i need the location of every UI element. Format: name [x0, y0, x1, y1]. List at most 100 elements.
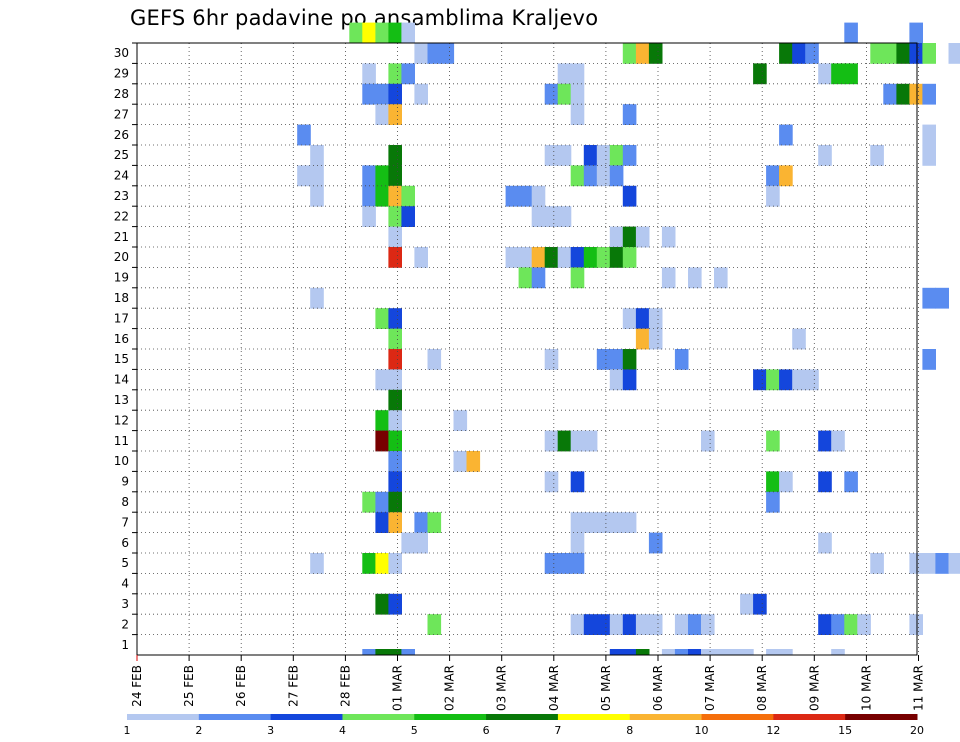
- heatmap-cells: [297, 22, 960, 656]
- heatmap-cell: [453, 410, 468, 431]
- y-tick-label: 7: [121, 515, 129, 529]
- heatmap-cell: [596, 247, 611, 268]
- heatmap-cell: [570, 165, 585, 187]
- heatmap-cell: [531, 185, 546, 207]
- heatmap-cell: [570, 553, 585, 574]
- heatmap-cell: [766, 185, 780, 207]
- heatmap-cell: [766, 491, 780, 513]
- heatmap-cell: [414, 43, 428, 64]
- heatmap-cell: [922, 349, 936, 370]
- heatmap-cell: [375, 165, 389, 187]
- heatmap-cell: [388, 165, 402, 187]
- heatmap-cell: [310, 553, 324, 574]
- heatmap-cell: [401, 649, 415, 656]
- heatmap-cell: [805, 43, 819, 64]
- heatmap-cell: [362, 649, 376, 656]
- heatmap-cell: [388, 185, 402, 207]
- colorbar-swatch: [701, 714, 774, 720]
- heatmap-cell: [609, 226, 624, 248]
- heatmap-cell: [310, 145, 324, 166]
- heatmap-cell: [375, 22, 389, 44]
- heatmap-cell: [648, 614, 663, 635]
- heatmap-cell: [831, 430, 845, 452]
- heatmap-cell: [596, 165, 611, 187]
- colorbar-label: 10: [695, 724, 709, 737]
- heatmap-cell: [922, 287, 936, 309]
- heatmap-cell: [792, 369, 806, 391]
- colorbar-swatch: [342, 714, 415, 720]
- heatmap-cell: [388, 512, 402, 533]
- heatmap-cell: [766, 369, 780, 391]
- heatmap-cell: [648, 532, 663, 554]
- heatmap-cell: [570, 247, 585, 268]
- heatmap-cell: [414, 83, 428, 105]
- heatmap-cell: [362, 206, 376, 227]
- colorbar-label: 2: [195, 724, 202, 737]
- heatmap-cell: [622, 104, 637, 125]
- heatmap-cell: [388, 226, 402, 248]
- heatmap-cell: [844, 614, 858, 635]
- y-tick-label: 28: [114, 87, 129, 101]
- heatmap-cell: [427, 349, 442, 370]
- heatmap-cell: [688, 649, 702, 656]
- heatmap-cell: [362, 491, 376, 513]
- heatmap-cell: [779, 124, 793, 146]
- y-tick-label: 9: [121, 475, 129, 489]
- heatmap-cell: [688, 267, 702, 289]
- heatmap-cell: [622, 649, 637, 656]
- heatmap-cell: [505, 247, 520, 268]
- heatmap-cell: [505, 185, 520, 207]
- colorbar-label: 20: [910, 724, 924, 737]
- y-tick-label: 29: [114, 67, 129, 81]
- heatmap-cell: [362, 22, 376, 44]
- colorbar-swatch: [486, 714, 559, 720]
- x-tick-label: 06 MAR: [651, 665, 665, 711]
- heatmap-cell: [661, 226, 676, 248]
- heatmap-cell: [648, 328, 663, 350]
- heatmap-cell: [740, 593, 754, 615]
- heatmap-cell: [544, 430, 559, 452]
- x-tick-label: 05 MAR: [599, 665, 613, 711]
- heatmap-cell: [375, 553, 389, 574]
- heatmap-cell: [661, 649, 676, 656]
- heatmap-cell: [922, 124, 936, 146]
- heatmap-cell: [948, 43, 960, 64]
- heatmap-cell: [779, 369, 793, 391]
- heatmap-cell: [609, 145, 624, 166]
- colorbar: 1 2 3 4 5 6 7 8 10 12 15 20: [124, 714, 924, 737]
- heatmap-cell: [375, 308, 389, 329]
- heatmap-cell: [831, 649, 845, 656]
- heatmap-cell: [375, 185, 389, 207]
- heatmap-cell: [388, 349, 402, 370]
- colorbar-label: 4: [339, 724, 346, 737]
- heatmap-cell: [388, 328, 402, 350]
- heatmap-cell: [909, 22, 923, 44]
- heatmap-cell: [388, 206, 402, 227]
- heatmap-cell: [701, 649, 715, 656]
- heatmap-cell: [388, 410, 402, 431]
- y-tick-label: 15: [114, 352, 129, 366]
- y-tick-label: 4: [121, 577, 129, 591]
- heatmap-cell: [870, 553, 884, 574]
- heatmap-cell: [570, 83, 585, 105]
- heatmap-cell: [570, 614, 585, 635]
- y-tick-label: 17: [114, 311, 129, 325]
- colorbar-swatch: [198, 714, 272, 720]
- heatmap-cell: [388, 308, 402, 329]
- heatmap-cell: [310, 165, 324, 187]
- colorbar-swatch: [557, 714, 631, 720]
- x-tick-label: 03 MAR: [495, 665, 509, 711]
- x-tick-label: 24 FEB: [130, 665, 144, 707]
- heatmap-cell: [701, 614, 715, 635]
- heatmap-cell: [922, 553, 936, 574]
- x-tick-label: 10 MAR: [859, 665, 873, 711]
- heatmap-cell: [440, 43, 455, 64]
- heatmap-cell: [635, 226, 650, 248]
- heatmap-cell: [583, 430, 598, 452]
- heatmap-cell: [701, 430, 715, 452]
- heatmap-cell: [622, 247, 637, 268]
- y-tick-label: 14: [114, 373, 129, 387]
- heatmap-cell: [388, 389, 402, 411]
- heatmap-cell: [583, 247, 598, 268]
